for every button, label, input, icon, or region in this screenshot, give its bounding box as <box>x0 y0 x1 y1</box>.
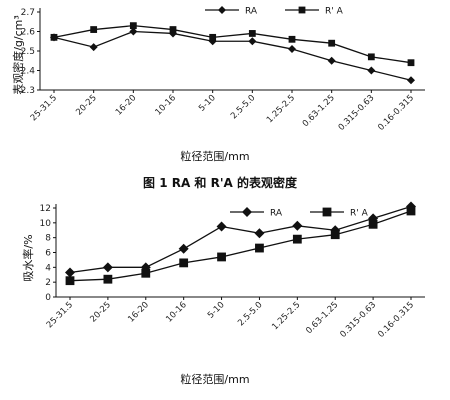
density-point-ra <box>327 56 336 65</box>
absorption-x-tick-label: 0.63-1.25 <box>304 300 340 336</box>
absorption-y-tick-label: 12 <box>40 204 51 214</box>
absorption-y-tick-label: 10 <box>40 219 52 229</box>
absorption-x-axis-label: 粒径范围/mm <box>180 372 249 386</box>
water-absorption-chart: 吸水率/% 12 10 8 6 4 2 025-31.5 20-25 16-20 10-16 5-1… <box>21 201 425 386</box>
absorption-legend-label-rpa: R' A <box>350 209 369 219</box>
density-point-rpa <box>50 33 58 41</box>
absorption-x-tick-label: 0.16-0.315 <box>376 300 416 340</box>
absorption-x-tick-label: 0.315-0.63 <box>338 300 378 340</box>
density-point-ra <box>89 43 98 52</box>
absorption-x-tick-label: 16-20 <box>126 300 151 325</box>
density-point-rpa <box>129 22 137 30</box>
density-point-rpa <box>288 35 296 43</box>
absorption-x-tick-label: 2.5-5.0 <box>236 300 264 328</box>
density-x-tick-label: 10-16 <box>154 93 179 118</box>
absorption-point-rpa <box>141 268 151 278</box>
absorption-point-rpa <box>103 274 113 284</box>
density-x-tick-label: 1.25-2.5 <box>265 93 297 125</box>
absorption-y-tick-label: 2 <box>45 278 51 288</box>
absorption-point-rpa <box>65 276 75 286</box>
absorption-x-tick-label: 1.25-2.5 <box>270 300 302 332</box>
density-point-ra <box>407 76 415 85</box>
density-chart: 表观密度/g/cm³ 2.7 2.6 2.5 2.4 2.325-31.5 20-25 16… <box>11 6 425 190</box>
absorption-series-line-rpa <box>69 210 412 282</box>
density-y-tick-label: 2.7 <box>21 8 35 18</box>
density-point-rpa <box>169 26 177 33</box>
absorption-point-rpa <box>330 230 340 240</box>
density-y-tick-label: 2.4 <box>21 67 36 77</box>
density-y-tick-label: 2.5 <box>21 47 35 57</box>
absorption-x-tick-label: 25-31.5 <box>45 300 75 330</box>
absorption-point-rpa <box>179 258 189 268</box>
density-point-rpa <box>407 59 415 67</box>
absorption-x-tick-label: 20-25 <box>88 300 113 325</box>
density-point-rpa <box>248 30 256 37</box>
absorption-point-ra <box>216 221 227 232</box>
density-point-ra <box>288 45 296 54</box>
density-x-tick-label: 20-25 <box>74 93 99 118</box>
absorption-x-tick-label: 5-10 <box>206 300 227 321</box>
density-x-tick-label: 0.63-1.25 <box>301 93 337 129</box>
density-figure-caption: 图 1 RA 和 R'A 的表观密度 <box>143 175 298 190</box>
density-legend-marker-rpa <box>298 6 306 14</box>
density-point-ra <box>129 27 138 36</box>
density-series-line-rpa <box>53 24 412 64</box>
absorption-y-axis-label: 吸水率/% <box>21 234 35 281</box>
absorption-legend-marker-ra <box>242 207 252 217</box>
density-legend-label-rpa: R' A <box>325 7 344 17</box>
density-y-tick-label: 2.3 <box>21 86 35 96</box>
absorption-y-tick-label: 4 <box>45 263 51 273</box>
density-point-rpa <box>367 53 375 61</box>
density-legend-label-ra: RA <box>245 7 258 17</box>
absorption-point-ra <box>178 243 189 254</box>
density-x-tick-label: 0.315-0.63 <box>337 93 377 133</box>
absorption-y-tick-label: 8 <box>45 234 51 244</box>
absorption-point-rpa <box>217 252 226 262</box>
absorption-point-rpa <box>255 243 264 253</box>
absorption-point-ra <box>254 228 265 239</box>
density-point-ra <box>248 37 257 46</box>
density-y-axis-label: 表观密度/g/cm³ <box>11 15 25 95</box>
absorption-point-ra <box>292 220 303 231</box>
absorption-legend-label-ra: RA <box>270 209 283 219</box>
density-legend-marker-ra <box>218 6 226 14</box>
density-x-tick-label: 2.5-5.0 <box>229 93 257 121</box>
density-x-tick-label: 5-10 <box>197 93 218 114</box>
density-point-rpa <box>209 33 217 41</box>
absorption-point-rpa <box>406 206 416 216</box>
density-point-ra <box>367 66 376 75</box>
absorption-y-tick-label: 0 <box>45 293 51 303</box>
absorption-point-rpa <box>368 219 378 229</box>
absorption-x-tick-label: 10-16 <box>164 300 189 325</box>
density-x-tick-label: 25-31.5 <box>29 93 59 123</box>
density-y-tick-label: 2.6 <box>21 28 36 38</box>
absorption-point-rpa <box>292 234 302 244</box>
absorption-point-ra <box>102 262 113 273</box>
absorption-y-tick-label: 6 <box>45 249 51 259</box>
absorption-series-line-ra <box>69 205 412 274</box>
density-point-rpa <box>90 26 98 33</box>
absorption-legend-marker-rpa <box>322 207 332 217</box>
density-x-tick-label: 16-20 <box>114 93 139 118</box>
density-point-rpa <box>328 39 336 47</box>
density-x-tick-label: 0.16-0.315 <box>376 93 416 133</box>
density-series-line-ra <box>53 30 412 81</box>
density-x-axis-label: 粒径范围/mm <box>180 149 249 163</box>
absorption-point-ra <box>65 267 75 278</box>
